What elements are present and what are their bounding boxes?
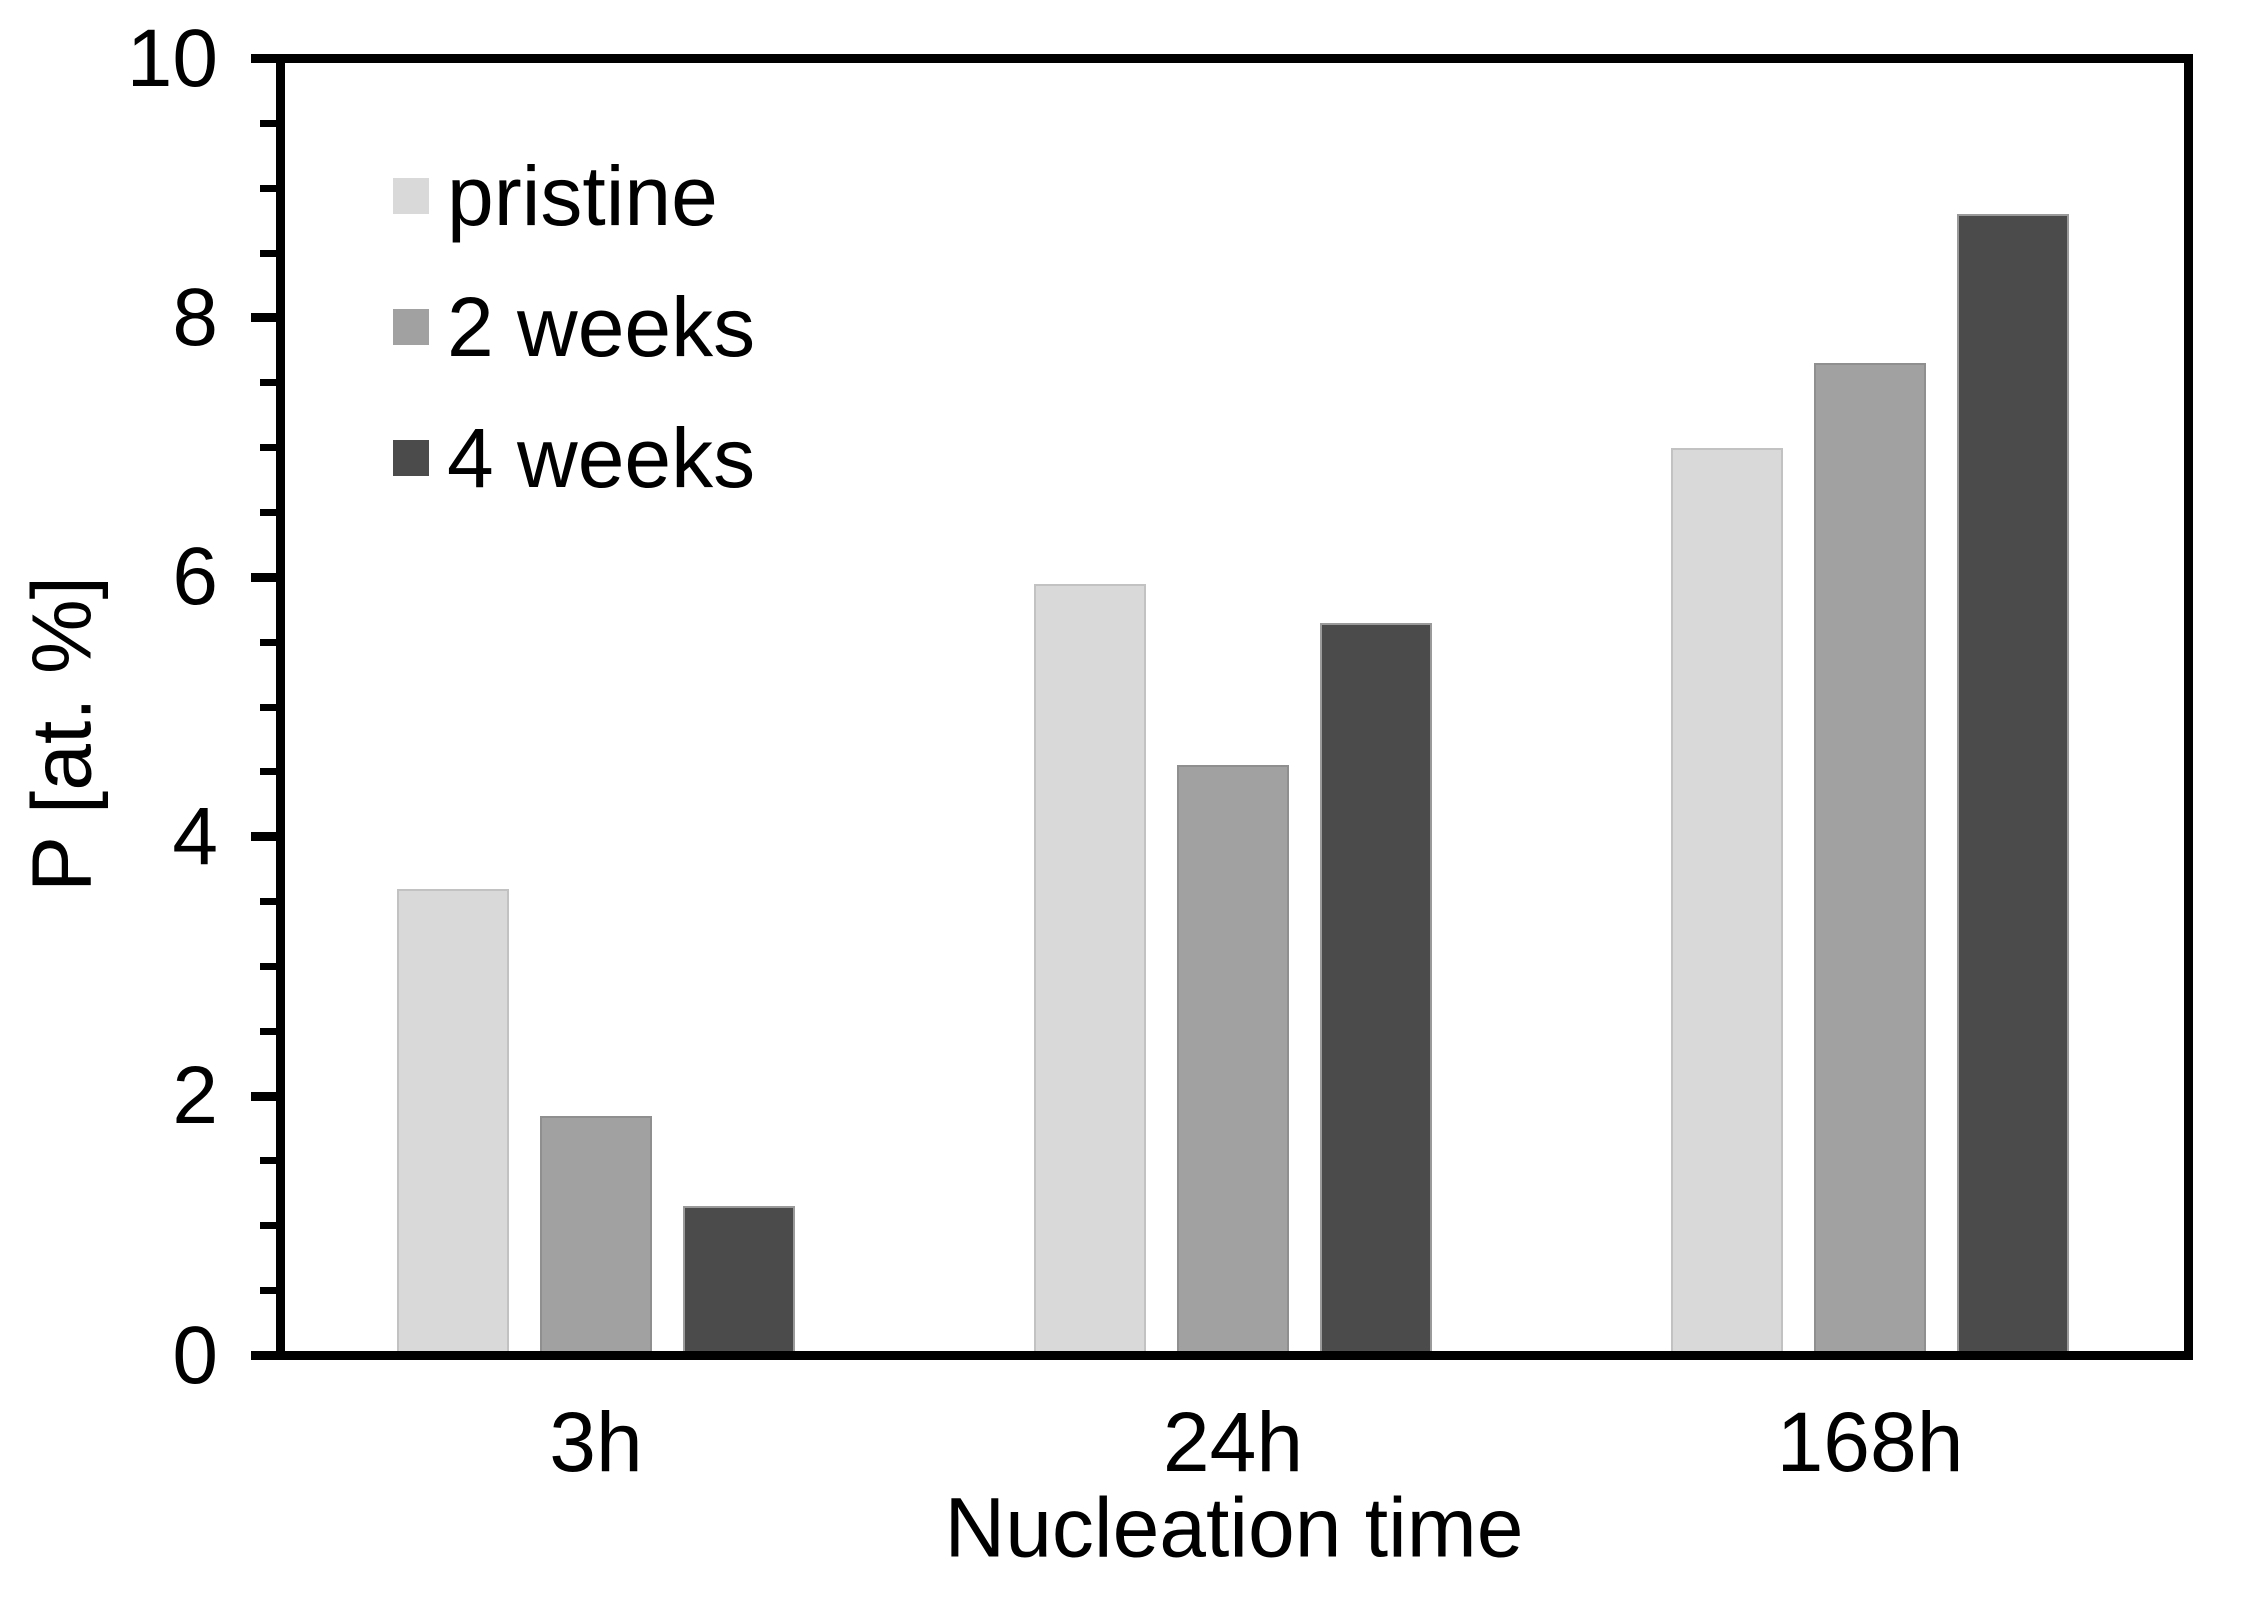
bar-3h-4-weeks: [683, 1206, 795, 1360]
legend-item-2-weeks: 2 weeks: [393, 277, 755, 377]
y-tick-label-6: 6: [172, 531, 218, 623]
y-tick-label-0: 0: [172, 1309, 218, 1401]
y-tick-label-4: 4: [172, 790, 218, 882]
bar-168h-2-weeks: [1814, 363, 1926, 1360]
bar-168h-pristine: [1671, 447, 1783, 1360]
legend-swatch-pristine: [393, 178, 429, 214]
y-tick-2: [251, 1091, 281, 1101]
x-axis-title: Nucleation time: [944, 1480, 1524, 1575]
legend-item-pristine: pristine: [393, 146, 755, 246]
legend-swatch-4-weeks: [393, 440, 429, 476]
y-tick-1: [260, 1222, 281, 1230]
y-tick-5.5: [260, 638, 281, 646]
bar-3h-pristine: [397, 888, 509, 1360]
y-tick-label-2: 2: [172, 1050, 218, 1142]
y-tick-3.5: [260, 898, 281, 906]
y-tick-0.5: [260, 1287, 281, 1295]
y-tick-9: [260, 184, 281, 192]
legend-label-pristine: pristine: [447, 148, 718, 243]
y-tick-6: [251, 572, 281, 582]
y-tick-8.5: [260, 249, 281, 257]
y-tick-9.5: [260, 119, 281, 127]
bar-24h-2-weeks: [1177, 765, 1289, 1360]
y-tick-2.5: [260, 1027, 281, 1035]
y-tick-7: [260, 444, 281, 452]
y-tick-8: [251, 313, 281, 323]
bar-168h-4-weeks: [1957, 214, 2069, 1360]
y-tick-4: [251, 832, 281, 842]
legend-label-4-weeks: 4 weeks: [447, 410, 756, 505]
y-tick-10: [251, 54, 281, 63]
legend-item-4-weeks: 4 weeks: [393, 408, 755, 508]
y-tick-0: [251, 1351, 281, 1360]
x-tick-label-168h: 168h: [1776, 1395, 1964, 1489]
x-tick-label-24h: 24h: [1162, 1395, 1304, 1489]
y-tick-1.5: [260, 1157, 281, 1165]
bar-24h-pristine: [1034, 583, 1146, 1360]
legend-swatch-2-weeks: [393, 309, 429, 345]
y-tick-4.5: [260, 768, 281, 776]
y-tick-7.5: [260, 379, 281, 387]
y-tick-6.5: [260, 508, 281, 516]
y-tick-3: [260, 962, 281, 970]
bar-3h-2-weeks: [540, 1115, 652, 1360]
y-tick-label-8: 8: [172, 271, 218, 363]
x-tick-label-3h: 3h: [549, 1395, 643, 1489]
bar-24h-4-weeks: [1320, 622, 1432, 1360]
legend: pristine 2 weeks 4 weeks: [393, 146, 755, 539]
y-tick-label-10: 10: [126, 12, 218, 104]
y-tick-5: [260, 703, 281, 711]
legend-label-2-weeks: 2 weeks: [447, 279, 756, 374]
